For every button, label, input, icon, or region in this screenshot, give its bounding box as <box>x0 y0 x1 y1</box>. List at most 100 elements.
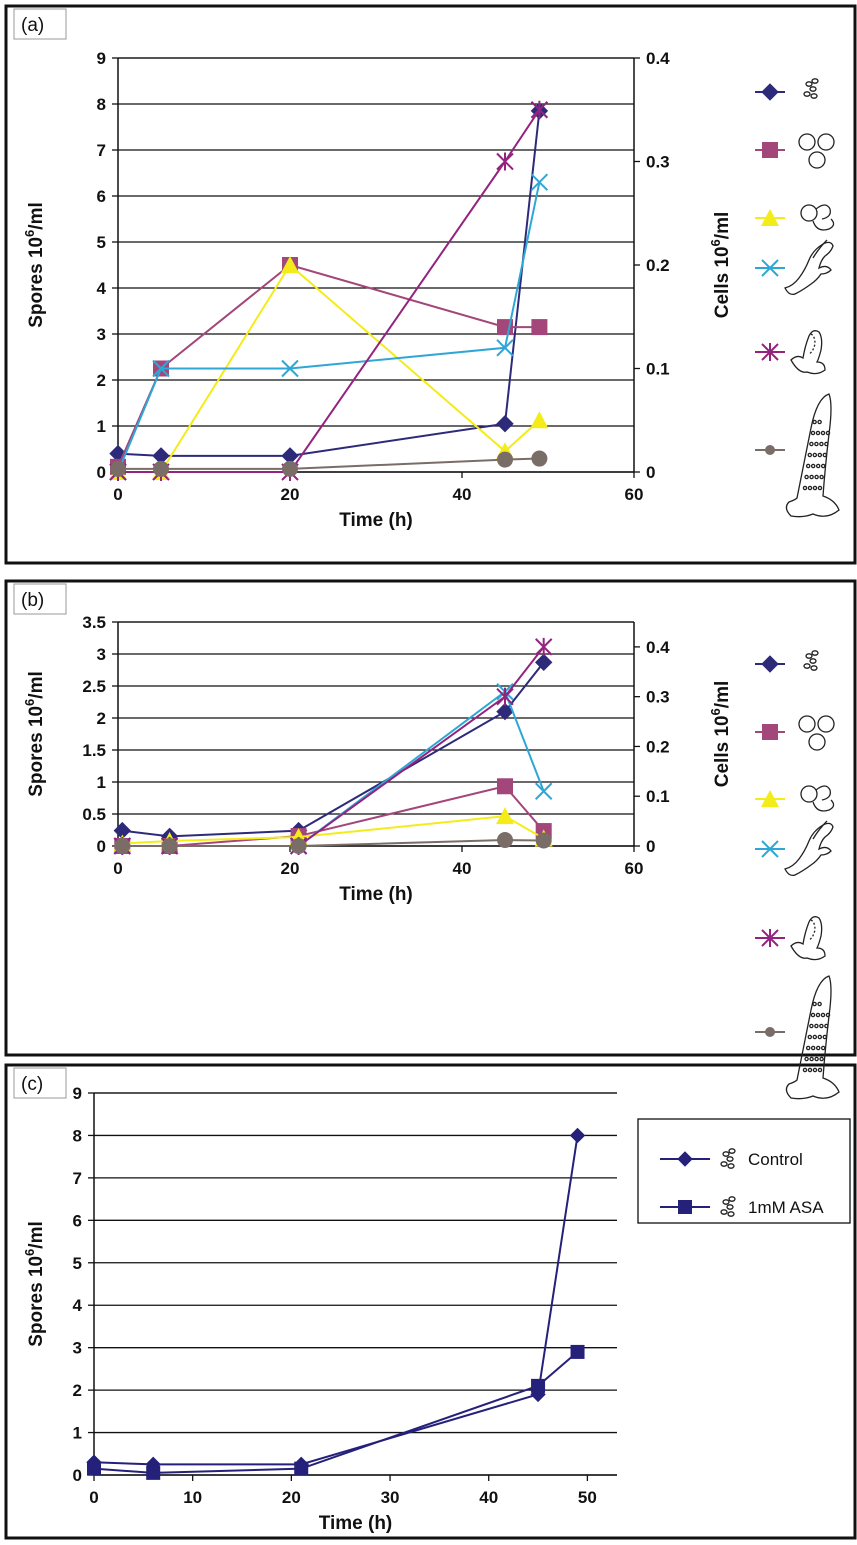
data-point-5 <box>110 460 126 477</box>
data-point-3 <box>281 359 299 378</box>
spores-icon <box>720 1148 736 1169</box>
series-line-1 <box>122 785 545 847</box>
y-axis-label-left: Spores 106/ml <box>22 671 47 797</box>
data-point-0 <box>496 414 514 433</box>
x-tick-label: 60 <box>625 485 644 504</box>
germinating-cells-icon <box>800 204 835 231</box>
mature-sporangium-icon <box>785 393 840 518</box>
x-tick-label: 0 <box>113 859 122 878</box>
data-point-3 <box>152 359 170 378</box>
y-tick-label: 3 <box>73 1339 82 1358</box>
data-point-0 <box>569 1127 586 1144</box>
y-tick-label: 0 <box>97 837 106 856</box>
data-point-1 <box>87 1461 101 1476</box>
x-axis-label: Time (h) <box>339 510 413 531</box>
panel-a-frame <box>4 4 857 565</box>
y-tick-label: 2 <box>97 371 106 390</box>
data-point-3 <box>534 782 553 800</box>
y-tick-label: 7 <box>97 141 106 160</box>
legend-marker <box>761 929 779 947</box>
data-point-1 <box>531 319 548 336</box>
y-tick-label-right: 0.3 <box>646 688 670 707</box>
spores-icon <box>803 78 819 99</box>
x-tick-label: 20 <box>281 485 300 504</box>
data-point-5 <box>535 832 552 849</box>
panel-label: (a) <box>21 15 44 36</box>
data-point-3 <box>496 339 514 357</box>
data-point-1 <box>570 1344 585 1359</box>
y-tick-label: 4 <box>97 279 107 298</box>
data-point-5 <box>153 460 169 477</box>
y-tick-label-right: 0.1 <box>646 787 670 806</box>
data-point-1 <box>294 1461 309 1476</box>
y-tick-label: 0.5 <box>82 805 106 824</box>
data-point-0 <box>534 653 553 672</box>
legend-box <box>637 1118 851 1224</box>
legend-label: Control <box>748 1150 803 1169</box>
branched-cells-icon <box>784 820 834 877</box>
panel-label: (b) <box>21 590 44 611</box>
y-tick-label-right: 0.4 <box>646 49 670 68</box>
legend-marker <box>677 1151 693 1167</box>
data-point-1 <box>531 1378 546 1393</box>
svg-text:Spores 106/ml: Spores 106/ml <box>22 671 47 797</box>
legend-marker <box>762 142 778 158</box>
y-tick-label: 1 <box>97 417 106 436</box>
y-tick-label: 6 <box>73 1211 82 1230</box>
data-point-5 <box>497 832 513 849</box>
legend-marker <box>761 790 779 807</box>
panel-label: (c) <box>21 1074 43 1095</box>
sporangium-cells-icon <box>790 916 826 961</box>
panel-label-box <box>13 8 67 40</box>
x-tick-label: 40 <box>453 485 472 504</box>
y-tick-label-right: 0.2 <box>646 737 670 756</box>
panel-c: (c) 0 1 2 3 4 5 6 7 8 9 0 10 20 30 40 50 Time (h) Spores 1… <box>13 1067 851 1534</box>
y-axis-label-right: Cells 106/ml <box>708 212 733 319</box>
y-axis-label-left: Spores 106/ml <box>22 202 47 328</box>
y-tick-label: 3.5 <box>82 613 106 632</box>
data-point-5 <box>282 460 298 477</box>
y-tick-label: 1.5 <box>82 741 106 760</box>
x-tick-label: 0 <box>113 485 122 504</box>
y-tick-label-right: 0.3 <box>646 153 670 172</box>
y-tick-label: 5 <box>97 233 106 252</box>
y-tick-label: 3 <box>97 325 106 344</box>
data-point-4 <box>530 100 549 119</box>
y-tick-label: 9 <box>97 49 106 68</box>
series-line-0 <box>93 1135 579 1466</box>
data-point-1 <box>497 778 513 795</box>
data-point-2 <box>281 256 299 273</box>
x-tick-label: 40 <box>453 859 472 878</box>
x-axis-label: Time (h) <box>319 1513 393 1534</box>
svg-text:Cells 106/ml: Cells 106/ml <box>708 681 733 788</box>
x-tick-label: 10 <box>183 1488 202 1507</box>
x-tick-label: 50 <box>578 1488 597 1507</box>
data-point-3 <box>530 173 549 191</box>
spores-icon <box>720 1196 736 1217</box>
spores-icon <box>803 650 819 671</box>
data-point-5 <box>290 838 307 854</box>
y-tick-label-right: 0.2 <box>646 256 670 275</box>
x-tick-label: 30 <box>381 1488 400 1507</box>
series-line-4 <box>122 646 545 847</box>
legend-marker <box>761 259 779 277</box>
legend-marker <box>761 83 779 101</box>
legend-marker <box>761 343 779 361</box>
data-point-1 <box>146 1465 161 1480</box>
y-tick-label-right: 0.4 <box>646 638 670 657</box>
legend-marker <box>762 724 778 740</box>
panel-a: (a) 0 1 2 3 4 5 6 7 8 9 0 0.1 0.2 0.3 0.4 0 20 40 60 Time (h… <box>13 8 840 531</box>
svg-text:Spores 106/ml: Spores 106/ml <box>22 1221 47 1347</box>
data-point-4 <box>496 152 514 171</box>
y-tick-label: 9 <box>73 1084 82 1103</box>
y-tick-label: 8 <box>97 95 106 114</box>
legend-marker <box>765 445 775 455</box>
y-tick-label-right: 0 <box>646 463 655 482</box>
x-tick-label: 20 <box>282 1488 301 1507</box>
panel-c-frame <box>4 1063 857 1540</box>
x-axis-label: Time (h) <box>339 884 413 905</box>
y-tick-label: 2 <box>97 709 106 728</box>
y-tick-label: 0 <box>73 1466 82 1485</box>
panel-label-box <box>13 583 67 615</box>
